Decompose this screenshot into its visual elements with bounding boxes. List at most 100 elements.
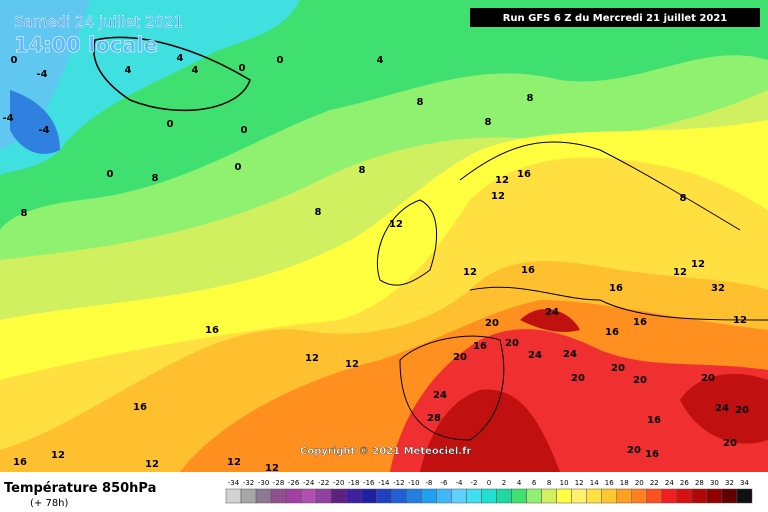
scale-swatch	[315, 488, 332, 504]
footer-title: Température 850hPa	[4, 481, 156, 496]
scale-label: -26	[288, 479, 300, 487]
scale-label: -12	[393, 479, 404, 487]
scale-swatch	[706, 488, 723, 504]
forecast-date: Samedi 24 juillet 2021	[14, 13, 183, 31]
zone	[680, 374, 768, 444]
contour-label: 8	[315, 207, 322, 218]
contour-label: 12	[345, 359, 359, 370]
scale-swatch	[361, 488, 377, 504]
scale-swatch	[376, 488, 392, 504]
contour-label: 12	[51, 450, 65, 461]
contour-label: 0	[11, 55, 18, 66]
contour-label: 12	[227, 457, 241, 468]
forecast-time: 14:00 locale	[14, 33, 158, 57]
contour-label: 16	[521, 265, 535, 276]
contour-label: 12	[145, 459, 159, 470]
contour-label: 16	[13, 457, 27, 468]
contour-label: 12	[733, 315, 747, 326]
contour-label: 8	[527, 93, 534, 104]
contour-label: 8	[485, 117, 492, 128]
contour-label: 16	[517, 169, 531, 180]
contour-label: 24	[433, 390, 447, 401]
scale-swatch	[225, 488, 242, 504]
scale-swatch	[511, 488, 527, 504]
scale-swatch	[616, 488, 633, 504]
scale-swatch	[556, 488, 572, 504]
scale-label: 10	[560, 479, 569, 487]
contour-label: 20	[735, 405, 749, 416]
contour-label: 24	[563, 349, 577, 360]
contour-label: 24	[545, 307, 559, 318]
scale-swatch	[421, 488, 437, 504]
scale-swatch	[541, 488, 557, 504]
scale-swatch	[496, 488, 512, 504]
contour-label: 0	[239, 63, 246, 74]
contour-label: 20	[453, 352, 467, 363]
scale-swatch	[676, 488, 693, 504]
scale-swatch	[300, 488, 317, 504]
scale-label: 14	[590, 479, 599, 487]
scale-label: 24	[665, 479, 674, 487]
zone	[0, 0, 300, 175]
scale-label: -20	[333, 479, 344, 487]
contour-label: -4	[2, 113, 13, 124]
scale-label: 32	[725, 479, 734, 487]
scale-label: 28	[695, 479, 704, 487]
scale-swatch	[661, 488, 678, 504]
scale-swatch	[691, 488, 708, 504]
scale-label: 30	[710, 479, 719, 487]
scale-swatch	[285, 488, 302, 504]
scale-label: -16	[363, 479, 375, 487]
contour-label: 32	[711, 283, 725, 294]
scale-label: 0	[487, 479, 491, 487]
contour-label: 12	[495, 175, 509, 186]
scale-swatch	[240, 488, 257, 504]
contour-label: 8	[21, 208, 28, 219]
scale-swatch	[345, 488, 362, 504]
contour-label: 24	[715, 403, 729, 414]
contour-label: 4	[177, 53, 184, 64]
contour-label: 20	[611, 363, 625, 374]
scale-label: 12	[575, 479, 584, 487]
scale-label: -4	[455, 479, 463, 487]
scale-swatch	[451, 488, 467, 504]
zone	[10, 90, 60, 154]
scale-label: -22	[318, 479, 329, 487]
contour-label: 8	[359, 165, 366, 176]
scale-label: 2	[502, 479, 506, 487]
scale-swatch	[646, 488, 663, 504]
coastline	[93, 36, 251, 112]
scale-label: 18	[620, 479, 629, 487]
contour-label: -4	[38, 125, 49, 136]
contour-label: 20	[633, 375, 647, 386]
contour-label: 16	[609, 283, 623, 294]
contour-label: 20	[627, 445, 641, 456]
contour-label: 20	[701, 373, 715, 384]
scale-swatch	[406, 488, 422, 504]
contour-label: 4	[192, 65, 199, 76]
contour-label: 20	[485, 318, 499, 329]
contour-label: 8	[417, 97, 424, 108]
scale-label: -34	[228, 479, 240, 487]
scale-label: -28	[273, 479, 284, 487]
contour-label: 20	[505, 338, 519, 349]
scale-label: 8	[547, 479, 551, 487]
contour-label: 16	[605, 327, 619, 338]
contour-label: 8	[152, 173, 159, 184]
contour-label: 24	[528, 350, 542, 361]
scale-label: 20	[635, 479, 644, 487]
contour-label: 16	[633, 317, 647, 328]
scale-label: 34	[740, 479, 749, 487]
scale-swatch	[736, 488, 753, 504]
footer-lead: (+ 78h)	[30, 498, 69, 509]
scale-label: -18	[348, 479, 359, 487]
contour-label: 16	[647, 415, 661, 426]
coastline	[376, 199, 438, 286]
scale-swatch	[571, 488, 587, 504]
zone	[520, 309, 580, 332]
scale-swatch	[330, 488, 347, 504]
scale-label: -8	[425, 479, 432, 487]
scale-label: -14	[378, 479, 390, 487]
contour-label: 8	[680, 193, 687, 204]
